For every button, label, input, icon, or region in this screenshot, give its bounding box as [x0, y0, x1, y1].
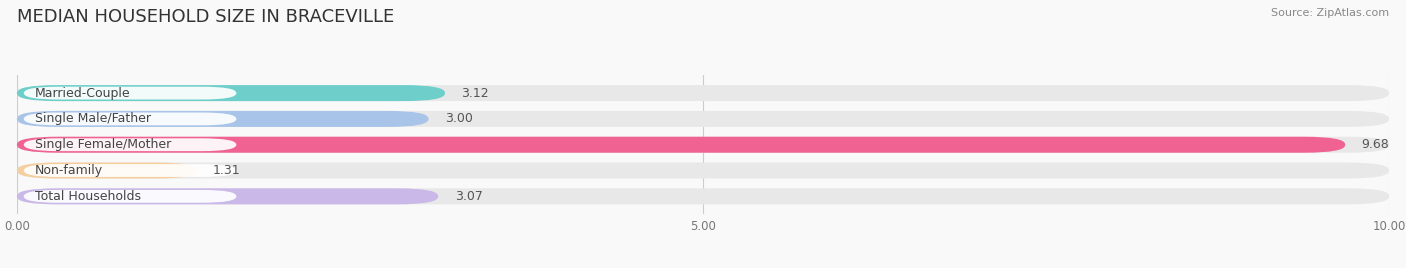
- FancyBboxPatch shape: [17, 85, 1389, 101]
- Text: Source: ZipAtlas.com: Source: ZipAtlas.com: [1271, 8, 1389, 18]
- FancyBboxPatch shape: [17, 188, 439, 204]
- FancyBboxPatch shape: [24, 113, 236, 125]
- Text: 3.00: 3.00: [446, 112, 472, 125]
- Text: Non-family: Non-family: [35, 164, 103, 177]
- Text: MEDIAN HOUSEHOLD SIZE IN BRACEVILLE: MEDIAN HOUSEHOLD SIZE IN BRACEVILLE: [17, 8, 394, 26]
- Text: Single Female/Mother: Single Female/Mother: [35, 138, 172, 151]
- Text: 9.68: 9.68: [1361, 138, 1389, 151]
- FancyBboxPatch shape: [24, 138, 236, 151]
- FancyBboxPatch shape: [17, 111, 429, 127]
- FancyBboxPatch shape: [17, 137, 1346, 153]
- FancyBboxPatch shape: [17, 188, 1389, 204]
- FancyBboxPatch shape: [24, 190, 236, 203]
- FancyBboxPatch shape: [17, 111, 1389, 127]
- FancyBboxPatch shape: [17, 162, 197, 178]
- Text: 3.12: 3.12: [461, 87, 489, 100]
- Text: 3.07: 3.07: [454, 190, 482, 203]
- FancyBboxPatch shape: [24, 87, 236, 99]
- FancyBboxPatch shape: [24, 164, 236, 177]
- FancyBboxPatch shape: [17, 162, 1389, 178]
- Text: Single Male/Father: Single Male/Father: [35, 112, 150, 125]
- Text: Married-Couple: Married-Couple: [35, 87, 131, 100]
- FancyBboxPatch shape: [17, 137, 1389, 153]
- Text: 1.31: 1.31: [214, 164, 240, 177]
- FancyBboxPatch shape: [17, 85, 446, 101]
- Text: Total Households: Total Households: [35, 190, 141, 203]
